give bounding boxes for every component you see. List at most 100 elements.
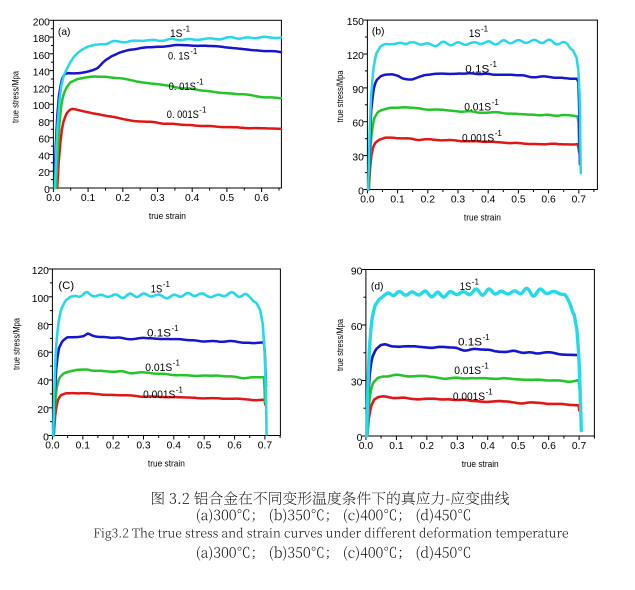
svg-text:100: 100 bbox=[33, 101, 50, 112]
svg-text:0.2: 0.2 bbox=[116, 193, 131, 204]
svg-text:0.6: 0.6 bbox=[541, 195, 556, 206]
svg-text:40: 40 bbox=[37, 377, 49, 388]
svg-text:0.01S: 0.01S bbox=[145, 362, 172, 374]
svg-text:90: 90 bbox=[352, 85, 364, 96]
svg-text:0. 001S: 0. 001S bbox=[167, 109, 199, 121]
svg-text:30: 30 bbox=[352, 153, 364, 164]
svg-text:-1: -1 bbox=[197, 78, 205, 87]
svg-text:0.4: 0.4 bbox=[481, 195, 496, 206]
svg-text:80: 80 bbox=[38, 118, 50, 129]
svg-text:0.4: 0.4 bbox=[167, 441, 182, 452]
svg-text:0.1: 0.1 bbox=[81, 193, 96, 204]
svg-text:-1: -1 bbox=[492, 98, 500, 107]
svg-text:true stress/Mpa: true stress/Mpa bbox=[10, 70, 21, 123]
svg-text:0: 0 bbox=[43, 433, 49, 444]
svg-text:0.1: 0.1 bbox=[389, 441, 404, 452]
svg-text:120: 120 bbox=[32, 266, 49, 277]
svg-text:0: 0 bbox=[358, 187, 364, 198]
svg-text:0.01S: 0.01S bbox=[464, 102, 491, 114]
svg-text:-1: -1 bbox=[483, 333, 491, 342]
svg-text:100: 100 bbox=[32, 294, 49, 305]
svg-text:(d): (d) bbox=[371, 282, 384, 293]
svg-text:60: 60 bbox=[351, 322, 363, 333]
svg-text:0.0: 0.0 bbox=[359, 441, 374, 452]
svg-text:0: 0 bbox=[44, 185, 50, 196]
svg-text:20: 20 bbox=[38, 168, 50, 179]
svg-text:200: 200 bbox=[33, 17, 50, 28]
svg-text:120: 120 bbox=[347, 51, 364, 62]
svg-text:0.6: 0.6 bbox=[227, 441, 242, 452]
svg-text:0.2: 0.2 bbox=[420, 441, 435, 452]
svg-text:0.0: 0.0 bbox=[45, 441, 60, 452]
svg-text:true stress/Mpa: true stress/Mpa bbox=[11, 317, 22, 370]
svg-text:(a): (a) bbox=[58, 27, 71, 38]
svg-text:140: 140 bbox=[33, 68, 50, 79]
svg-text:-1: -1 bbox=[183, 25, 191, 34]
svg-text:0. 01S: 0. 01S bbox=[169, 81, 196, 93]
svg-text:-1: -1 bbox=[176, 386, 184, 395]
svg-text:-1: -1 bbox=[472, 278, 480, 287]
svg-text:0.3: 0.3 bbox=[150, 193, 165, 204]
svg-text:-1: -1 bbox=[482, 362, 490, 371]
svg-text:-1: -1 bbox=[163, 280, 171, 289]
svg-text:0.4: 0.4 bbox=[481, 441, 496, 452]
svg-text:(b): (b) bbox=[372, 27, 385, 38]
svg-text:1S: 1S bbox=[170, 28, 183, 40]
svg-text:120: 120 bbox=[33, 84, 50, 95]
svg-text:0. 1S: 0. 1S bbox=[168, 51, 190, 63]
svg-text:0.7: 0.7 bbox=[572, 195, 587, 206]
svg-text:160: 160 bbox=[33, 51, 50, 62]
svg-text:-1: -1 bbox=[173, 359, 181, 368]
svg-text:-1: -1 bbox=[199, 106, 207, 115]
svg-text:60: 60 bbox=[352, 119, 364, 130]
svg-text:true strain: true strain bbox=[148, 459, 185, 470]
svg-text:1S: 1S bbox=[469, 28, 481, 40]
svg-text:0.01S: 0.01S bbox=[454, 365, 481, 377]
svg-text:90: 90 bbox=[351, 267, 363, 278]
svg-text:true stress/Mpa: true stress/Mpa bbox=[335, 70, 346, 123]
svg-text:0.5: 0.5 bbox=[197, 441, 212, 452]
svg-text:-1: -1 bbox=[490, 60, 498, 69]
svg-text:150: 150 bbox=[347, 17, 364, 28]
svg-text:0.1S: 0.1S bbox=[147, 328, 171, 340]
svg-text:20: 20 bbox=[37, 405, 49, 416]
svg-text:true strain: true strain bbox=[462, 459, 499, 470]
svg-text:0.0: 0.0 bbox=[46, 193, 61, 204]
svg-text:0.6: 0.6 bbox=[254, 193, 269, 204]
svg-text:0.3: 0.3 bbox=[451, 195, 466, 206]
svg-text:true stress/Mpa: true stress/Mpa bbox=[335, 318, 346, 371]
svg-text:30: 30 bbox=[351, 378, 363, 389]
svg-text:true strain: true strain bbox=[464, 213, 501, 224]
svg-text:0.3: 0.3 bbox=[450, 441, 465, 452]
svg-text:-1: -1 bbox=[172, 324, 180, 333]
svg-text:0.2: 0.2 bbox=[106, 441, 121, 452]
svg-text:0.2: 0.2 bbox=[421, 195, 436, 206]
svg-text:-1: -1 bbox=[486, 388, 494, 397]
svg-text:-1: -1 bbox=[495, 129, 503, 138]
svg-text:0.001S: 0.001S bbox=[453, 391, 485, 403]
svg-text:0.1S: 0.1S bbox=[465, 64, 489, 76]
svg-text:0.001S: 0.001S bbox=[462, 132, 494, 144]
svg-text:0.1: 0.1 bbox=[76, 441, 91, 452]
svg-text:0.3: 0.3 bbox=[136, 441, 151, 452]
svg-text:60: 60 bbox=[37, 349, 49, 360]
svg-text:60: 60 bbox=[38, 135, 50, 146]
svg-text:0.5: 0.5 bbox=[511, 441, 526, 452]
svg-text:80: 80 bbox=[37, 322, 49, 333]
svg-text:0.7: 0.7 bbox=[258, 441, 273, 452]
svg-text:(C): (C) bbox=[58, 280, 74, 292]
svg-text:0.5: 0.5 bbox=[511, 195, 526, 206]
svg-text:0.6: 0.6 bbox=[542, 441, 557, 452]
svg-text:true strain: true strain bbox=[149, 211, 186, 222]
svg-text:0.4: 0.4 bbox=[185, 193, 200, 204]
svg-text:-1: -1 bbox=[190, 47, 198, 56]
svg-text:0: 0 bbox=[357, 433, 363, 444]
svg-text:0.7: 0.7 bbox=[572, 441, 587, 452]
svg-text:-1: -1 bbox=[481, 25, 489, 34]
svg-text:0.1S: 0.1S bbox=[458, 337, 482, 349]
svg-text:0.0: 0.0 bbox=[360, 195, 375, 206]
svg-text:1S: 1S bbox=[151, 284, 163, 296]
svg-text:1S: 1S bbox=[460, 281, 472, 293]
svg-text:180: 180 bbox=[33, 34, 50, 45]
svg-text:0.5: 0.5 bbox=[220, 193, 235, 204]
